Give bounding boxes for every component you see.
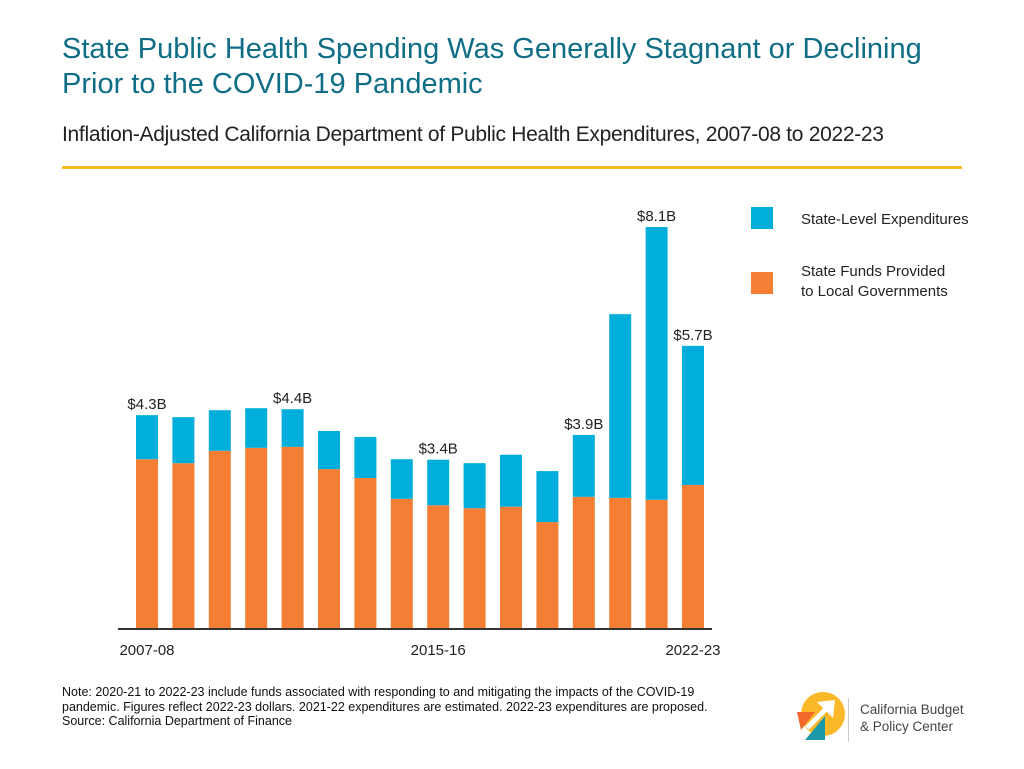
legend-label-state: State-Level Expenditures xyxy=(801,211,969,228)
data-label: $5.7B xyxy=(673,327,712,344)
bar-local-2014-15 xyxy=(390,498,413,628)
bar-local-2022-23 xyxy=(682,484,704,628)
bar-local-2013-14 xyxy=(354,478,377,628)
logo-divider xyxy=(848,698,849,742)
bar-state-2007-08 xyxy=(136,415,158,460)
bar-local-2019-20 xyxy=(572,496,595,628)
data-label: $4.4B xyxy=(273,390,312,407)
bar-state-2015-16 xyxy=(427,459,450,506)
bar-state-2020-21 xyxy=(609,314,632,498)
cbpc-logo-icon xyxy=(797,692,845,740)
data-label: $4.3B xyxy=(127,396,166,413)
bar-local-2015-16 xyxy=(427,505,450,628)
bar-state-2008-09 xyxy=(172,417,195,464)
logo-line-1: California Budget xyxy=(860,702,964,717)
bar-local-2012-13 xyxy=(318,469,340,628)
bar-local-2010-11 xyxy=(245,447,268,628)
data-label: $3.4B xyxy=(419,441,458,458)
legend-label-local: State Funds Provided xyxy=(801,263,945,280)
chart-subtitle: Inflation-Adjusted California Department… xyxy=(62,123,884,146)
bar-state-2011-12 xyxy=(281,409,304,447)
x-tick-label: 2015-16 xyxy=(411,642,466,659)
bar-local-2021-22 xyxy=(645,499,668,628)
bar-local-2011-12 xyxy=(281,446,304,628)
logo-line-2: & Policy Center xyxy=(860,719,954,734)
bar-local-2009-10 xyxy=(208,450,231,628)
bar-state-2014-15 xyxy=(390,459,413,499)
source-text: Source: California Department of Finance xyxy=(62,714,292,728)
x-tick-label: 2022-23 xyxy=(665,642,720,659)
bar-local-2008-09 xyxy=(172,463,195,628)
legend-swatch-local xyxy=(751,272,773,294)
x-tick-label: 2007-08 xyxy=(119,642,174,659)
bar-local-2017-18 xyxy=(500,506,522,628)
legend-swatch-state xyxy=(751,207,773,229)
data-label: $8.1B xyxy=(637,208,676,225)
chart-note: Note: 2020-21 to 2022-23 include funds a… xyxy=(62,685,752,729)
bar-state-2009-10 xyxy=(208,410,231,451)
bar-state-2017-18 xyxy=(500,454,522,507)
bar-local-2018-19 xyxy=(536,522,559,628)
bar-local-2020-21 xyxy=(609,497,632,628)
bar-local-2007-08 xyxy=(136,459,158,628)
bar-state-2022-23 xyxy=(682,345,704,485)
note-text: Note: 2020-21 to 2022-23 include funds a… xyxy=(62,685,708,714)
title-divider xyxy=(62,166,962,169)
bar-state-2012-13 xyxy=(318,430,340,470)
bar-state-2018-19 xyxy=(536,471,559,523)
logo-text: California Budget & Policy Center xyxy=(860,701,964,735)
bar-state-2013-14 xyxy=(354,436,377,479)
bar-local-2016-17 xyxy=(463,508,486,628)
data-label: $3.9B xyxy=(564,416,603,433)
legend-label-local: to Local Governments xyxy=(801,283,948,300)
chart-title: State Public Health Spending Was General… xyxy=(62,33,922,100)
bar-state-2010-11 xyxy=(245,408,268,448)
bar-state-2016-17 xyxy=(463,463,486,509)
bar-state-2019-20 xyxy=(572,434,595,497)
bar-state-2021-22 xyxy=(645,227,668,500)
